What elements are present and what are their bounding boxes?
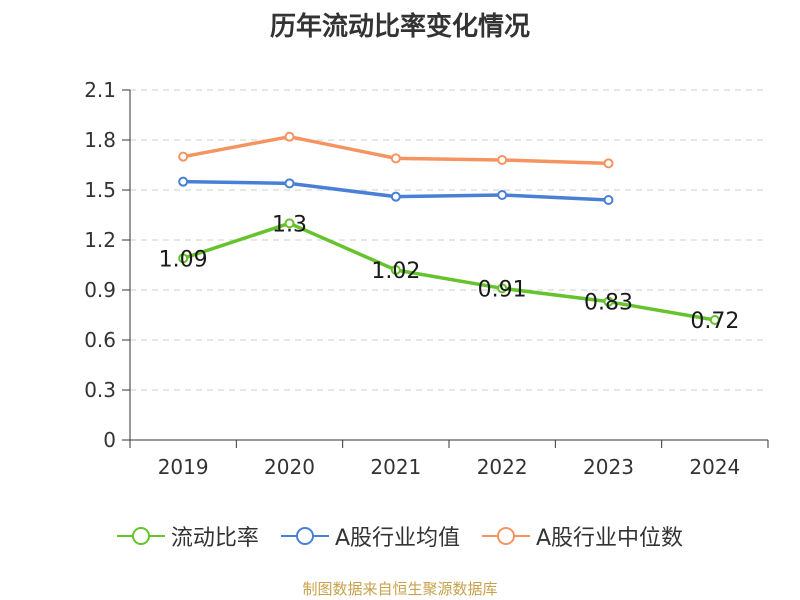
legend-item-industry-mean[interactable]: A股行业均值: [280, 520, 460, 552]
x-tick-label: 2021: [370, 455, 421, 479]
data-point[interactable]: [284, 218, 295, 229]
data-point[interactable]: [284, 131, 295, 142]
y-tick-label: 0.6: [84, 328, 116, 352]
data-label: 1.3: [272, 212, 307, 237]
data-point[interactable]: [497, 190, 508, 200]
data-point[interactable]: [603, 296, 614, 307]
data-point[interactable]: [603, 195, 614, 205]
x-tick-label: 2022: [477, 455, 528, 479]
data-point[interactable]: [284, 178, 295, 189]
x-tick-label: 2019: [158, 455, 209, 479]
chart-legend: 流动比率 A股行业均值 A股行业中位数: [0, 520, 800, 552]
data-point[interactable]: [390, 265, 401, 275]
y-tick-label: 0.3: [84, 378, 116, 402]
data-point[interactable]: [178, 151, 189, 162]
legend-item-current-ratio[interactable]: 流动比率: [116, 520, 259, 552]
data-label: 1.09: [159, 247, 208, 272]
legend-item-industry-median[interactable]: A股行业中位数: [482, 520, 683, 552]
x-tick-label: 2020: [264, 455, 315, 479]
data-point[interactable]: [497, 155, 508, 165]
data-label: 0.72: [690, 309, 739, 334]
data-label: 1.02: [371, 259, 420, 284]
y-tick-label: 1.5: [84, 178, 116, 202]
legend-label-industry-mean: A股行业均值: [334, 526, 460, 551]
y-tick-label: 0.9: [84, 278, 116, 302]
x-tick-label: 2024: [689, 455, 740, 479]
legend-marker-current-ratio: [116, 527, 165, 545]
data-label: 0.83: [584, 291, 633, 316]
data-point[interactable]: [709, 315, 720, 325]
legend-label-current-ratio: 流动比率: [170, 526, 259, 551]
y-tick-label: 0: [103, 428, 116, 452]
data-point[interactable]: [603, 158, 614, 169]
y-tick-label: 2.1: [84, 78, 116, 102]
data-point[interactable]: [178, 176, 189, 187]
y-tick-label: 1.2: [84, 228, 116, 252]
data-point[interactable]: [178, 253, 189, 264]
y-tick-label: 1.8: [84, 128, 116, 152]
legend-marker-industry-median: [482, 527, 530, 545]
legend-label-industry-median: A股行业中位数: [536, 526, 684, 551]
data-point[interactable]: [497, 283, 508, 294]
series-line: [182, 221, 716, 322]
data-point[interactable]: [390, 191, 401, 202]
data-point[interactable]: [390, 153, 401, 164]
legend-marker-industry-mean: [280, 527, 329, 545]
x-tick-label: 2023: [583, 455, 634, 479]
source-note: 制图数据来自恒生聚源数据库: [302, 580, 498, 598]
data-label: 0.91: [478, 277, 527, 302]
chart-title: 历年流动比率变化情况: [269, 12, 530, 42]
